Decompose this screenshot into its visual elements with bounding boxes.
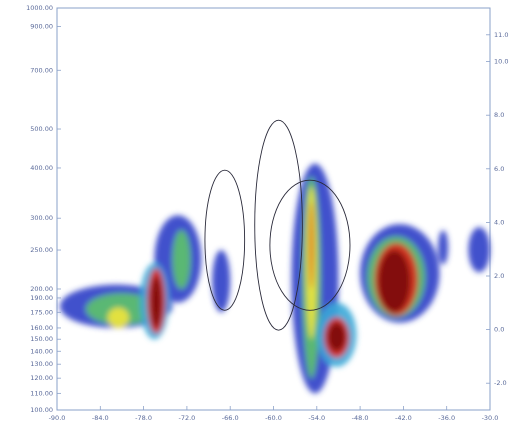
y2-tick-label: 6.0 (494, 165, 504, 173)
y-tick-label: 120.00 (30, 374, 53, 382)
y2-tick-label: 4.0 (494, 218, 504, 226)
x-tick-label: -30.0 (482, 414, 499, 422)
y-tick-label: 190.00 (30, 294, 53, 302)
x-tick-label: -48.0 (352, 414, 369, 422)
heat-blob (438, 230, 448, 264)
x-tick-label: -36.0 (438, 414, 455, 422)
y2-tick-label: 2.0 (494, 272, 504, 280)
heat-blob (328, 323, 346, 352)
y-tick-label: 400.00 (30, 164, 53, 172)
heat-blob (212, 250, 230, 312)
x-tick-label: -72.0 (178, 414, 195, 422)
x-tick-label: -78.0 (135, 414, 152, 422)
y-tick-label: 150.00 (30, 335, 53, 343)
x-tick-label: -42.0 (395, 414, 412, 422)
x-tick-label: -84.0 (92, 414, 109, 422)
y-tick-label: 250.00 (30, 246, 53, 254)
y-tick-label: 1000.00 (26, 4, 53, 12)
y2-tick-label: 8.0 (494, 111, 504, 119)
y-tick-label: 175.00 (30, 308, 53, 316)
y-tick-label: 300.00 (30, 214, 53, 222)
y-tick-label: 100.00 (30, 406, 53, 414)
y2-tick-label: 10.0 (494, 58, 508, 66)
y-tick-label: 130.00 (30, 360, 53, 368)
y2-tick-label: -2.0 (494, 379, 507, 387)
heat-blob (172, 230, 190, 289)
heat-blob (108, 307, 130, 328)
y-tick-label: 900.00 (30, 22, 53, 30)
y2-tick-label: 0.0 (494, 326, 504, 334)
y-tick-label: 200.00 (30, 285, 53, 293)
x-tick-label: -60.0 (265, 414, 282, 422)
x-tick-label: -54.0 (308, 414, 325, 422)
heat-blob (468, 227, 490, 272)
y-tick-label: 500.00 (30, 125, 53, 133)
x-tick-label: -90.0 (49, 414, 66, 422)
x-tick-label: -66.0 (222, 414, 239, 422)
y-tick-label: 140.00 (30, 347, 53, 355)
y-tick-label: 160.00 (30, 324, 53, 332)
heat-blob (310, 202, 314, 289)
chart: -90.0 -84.0 -78.0 -72.0 -66.0 -60.0 -54.0 -48.0… (0, 0, 530, 426)
heat-blob (151, 276, 162, 328)
y-tick-label: 110.00 (30, 389, 53, 397)
y-tick-label: 700.00 (30, 66, 53, 74)
plot-area (57, 8, 490, 410)
y2-tick-label: 11.0 (494, 31, 508, 39)
heat-blob (378, 250, 410, 312)
